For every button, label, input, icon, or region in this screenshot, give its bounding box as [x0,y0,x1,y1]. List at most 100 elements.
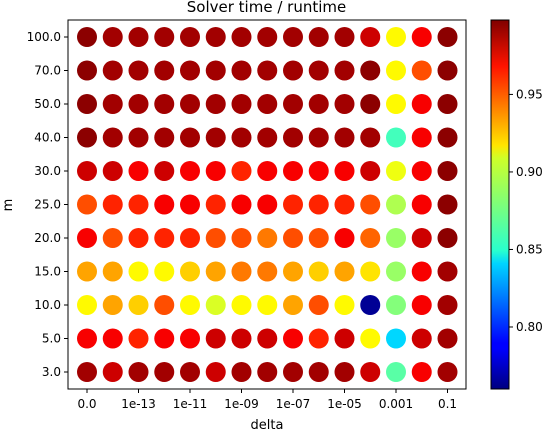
data-point [154,94,175,114]
data-point [128,328,149,349]
data-point [180,362,200,382]
data-point [283,362,303,382]
data-point [386,94,406,114]
data-point [205,194,226,215]
data-point [411,261,432,282]
data-point [205,261,226,282]
data-point [231,328,252,349]
data-point [102,328,123,349]
data-point [411,60,432,81]
x-tick-label: 0.001 [379,397,413,411]
data-point [283,27,303,47]
data-point [180,127,200,148]
data-point [437,261,458,282]
data-point [360,27,381,47]
x-tick-label: 1e-05 [327,397,362,411]
data-point [77,295,97,315]
data-point [308,127,329,148]
data-point [308,60,329,81]
data-point [180,295,200,315]
data-point [128,60,149,81]
data-point [411,228,432,248]
data-point [154,228,175,248]
colorbar-tick-label: 0.80 [516,320,543,334]
data-point [360,328,381,349]
data-point [283,194,303,215]
data-point [437,60,458,81]
y-tick-label: 15.0 [34,265,61,279]
data-point [128,228,149,248]
data-point [411,328,432,349]
data-point [180,228,200,248]
data-point [283,295,303,315]
x-tick-label: 0.0 [77,397,96,411]
data-point [411,94,432,114]
data-point [437,295,458,315]
data-point [334,27,355,47]
y-tick-label: 5.0 [42,332,61,346]
data-point [411,127,432,148]
data-point [102,27,123,47]
data-point [205,295,226,315]
data-point [205,127,226,148]
data-point [283,328,303,349]
data-point [257,161,278,181]
data-point [308,261,329,282]
y-tick-label: 70.0 [34,64,61,78]
data-point [128,94,149,114]
data-point [334,362,355,382]
data-point [231,60,252,81]
data-point [257,228,278,248]
data-point [128,161,149,181]
data-point [334,161,355,181]
data-point [102,161,123,181]
data-point [283,60,303,81]
data-point [180,261,200,282]
data-point [386,261,406,282]
data-point [180,328,200,349]
data-point [386,161,406,181]
data-point [128,295,149,315]
y-axis-ticks: 3.0 5.0 10.0 15.0 20.0 25.0 30.0 40.0 50.0 70.0 10… [27,30,68,379]
y-tick-label: 100.0 [27,30,61,44]
data-point [308,362,329,382]
data-point [334,228,355,248]
data-point [386,194,406,215]
data-point [257,94,278,114]
data-point [205,27,226,47]
data-point [180,94,200,114]
data-point [308,194,329,215]
data-point [128,127,149,148]
data-point [257,261,278,282]
data-point [437,194,458,215]
x-tick-label: 0.1 [438,397,457,411]
data-point [386,362,406,382]
data-point [102,261,123,282]
data-point [180,27,200,47]
data-point [437,328,458,349]
data-point [205,362,226,382]
data-point [386,328,406,349]
colorbar-tick-label: 0.95 [516,87,543,101]
y-tick-label: 10.0 [34,298,61,312]
data-point [334,261,355,282]
data-point [411,194,432,215]
data-point [360,295,381,315]
data-point [77,261,97,282]
data-point [154,362,175,382]
data-point [128,362,149,382]
data-point [205,94,226,114]
data-point [102,194,123,215]
y-tick-label: 20.0 [34,231,61,245]
x-tick-label: 1e-13 [121,397,156,411]
data-point [154,60,175,81]
data-point [283,161,303,181]
data-point [77,328,97,349]
data-point [257,328,278,349]
data-point [257,27,278,47]
data-point [231,194,252,215]
data-point [231,161,252,181]
data-point [77,362,97,382]
y-tick-label: 25.0 [34,198,61,212]
data-point [180,194,200,215]
